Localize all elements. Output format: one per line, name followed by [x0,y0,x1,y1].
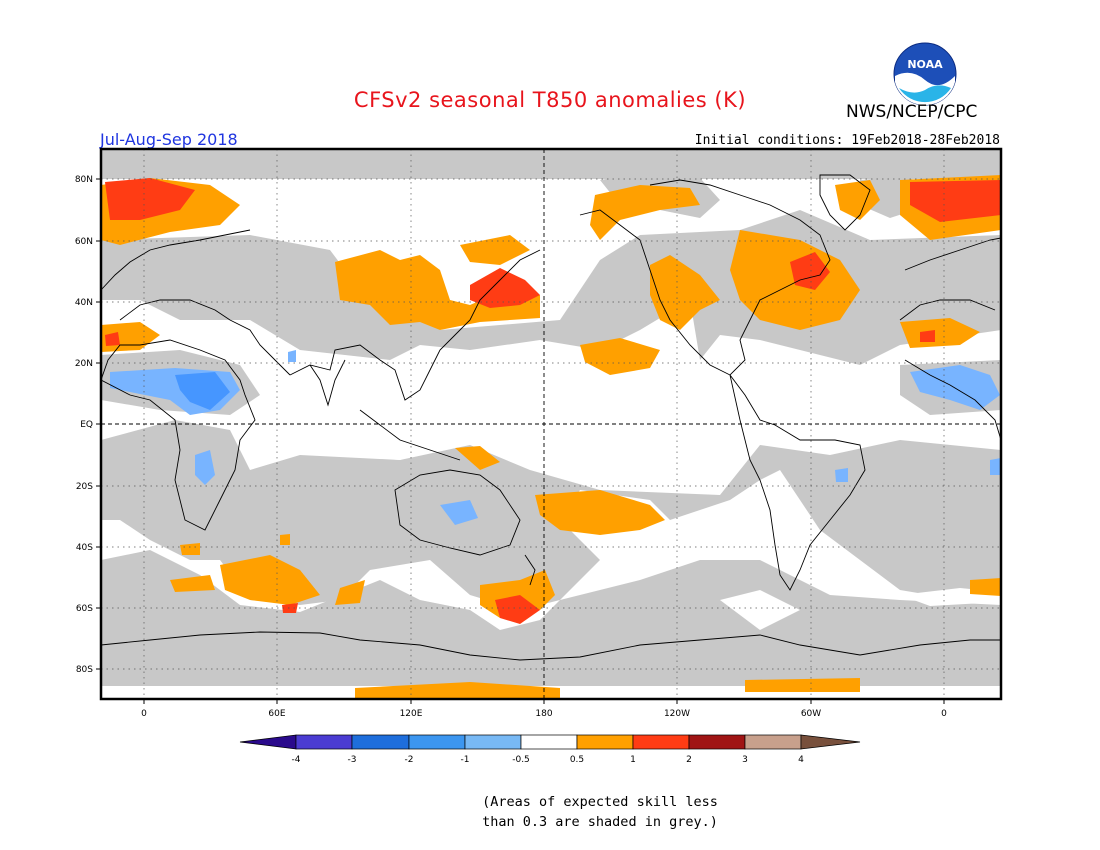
colorbar-label: 4 [798,755,804,765]
lon-label: 0 [941,709,947,719]
lat-label: 40S [76,543,93,553]
lon-label: 120W [664,709,690,719]
chart-title: CFSv2 seasonal T850 anomalies (K) [353,88,747,112]
colorbar-label: 0.5 [570,755,584,765]
lat-label: 40N [75,298,93,308]
colorbar-label: -0.5 [512,755,530,765]
lon-label: 120E [400,709,423,719]
colorbar-label: -3 [348,755,357,765]
lon-label: 60W [801,709,821,719]
colorbar-swatch [464,734,522,750]
colorbar-arrow-high [800,734,861,750]
colorbar-swatch [744,734,802,750]
colorbar-swatch [632,734,690,750]
noaa-logo: NOAA [893,42,957,106]
colorbar-label: -1 [461,755,470,765]
colorbar-label: 3 [742,755,748,765]
colorbar-label: 1 [630,755,636,765]
colorbar-arrow-low [239,734,297,750]
lon-labels: 0 60E 120E 180 120W 60W 0 [141,709,947,719]
equator-dateline [101,149,1001,699]
colorbar-label: -4 [292,755,301,765]
axis-ticks [96,178,945,704]
colorbar-swatch [688,734,746,750]
skill-note-line1: (Areas of expected skill less [482,794,718,810]
lat-label: EQ [80,420,93,430]
lat-label: 60S [76,604,93,614]
initial-conditions-label: Initial conditions: 19Feb2018-28Feb2018 [694,133,1000,148]
noaa-logo-text: NOAA [907,58,943,71]
season-label: Jul-Aug-Sep 2018 [100,130,238,149]
lat-label: 60N [75,237,93,247]
warm-anomaly-1-2 [105,178,1001,624]
lat-label: 80S [76,665,93,675]
colorbar-swatch [520,734,578,750]
colorbar-labels: -4 -3 -2 -1 -0.5 0.5 1 2 3 4 [292,755,805,765]
colorbar-swatch [351,734,410,750]
lon-label: 60E [268,709,285,719]
colorbar-label: 2 [686,755,692,765]
skill-note: (Areas of expected skill less than 0.3 a… [0,792,1100,832]
cool-anomaly-1-2 [175,372,230,410]
skill-note-line2: than 0.3 are shaded in grey.) [482,814,718,830]
colorbar-swatch [295,734,353,750]
lat-label: 20S [76,482,93,492]
coastlines [101,174,1001,661]
colorbar-swatch [576,734,634,750]
lat-label: 20N [75,359,93,369]
agency-label: NWS/NCEP/CPC [846,102,978,122]
map-field [101,149,1001,699]
colorbar-label: -2 [405,755,414,765]
lat-label: 80N [75,175,93,185]
colorbar-swatch [408,734,466,750]
colorbar [239,734,861,750]
lon-label: 0 [141,709,147,719]
lon-label: 180 [535,709,552,719]
lat-labels: 80N 60N 40N 20N EQ 20S 40S 60S 80S [75,175,93,675]
insignificant-areas [330,400,1001,630]
